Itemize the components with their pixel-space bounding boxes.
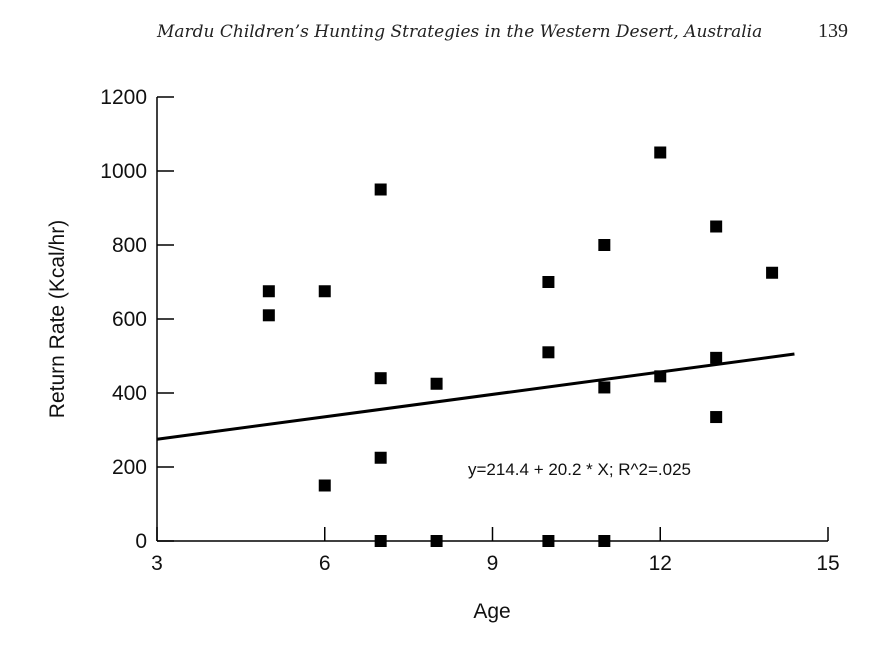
data-point: [598, 535, 611, 547]
data-point: [542, 535, 555, 547]
data-point: [710, 351, 723, 364]
data-point: [710, 411, 723, 424]
data-point: [262, 285, 275, 298]
data-point: [374, 183, 387, 196]
data-point: [430, 377, 443, 390]
data-point: [318, 285, 331, 298]
x-tick-label: 6: [319, 552, 331, 575]
page-header: Mardu Children’s Hunting Strategies in t…: [0, 20, 880, 50]
data-point: [654, 146, 667, 159]
y-tick-label: 0: [135, 530, 147, 553]
data-point: [542, 276, 555, 288]
regression-line: [156, 352, 795, 441]
data-point: [374, 535, 387, 547]
y-tick-label: 1000: [100, 160, 147, 183]
data-point: [766, 266, 779, 279]
axes: [156, 96, 829, 542]
data-point: [374, 372, 387, 385]
tick-labels: 0 200 400 600 800 1000 1200 3 6 9 12 15: [100, 86, 839, 575]
data-point: [542, 346, 555, 359]
regression-equation: y=214.4 + 20.2 * X; R^2=.025: [468, 460, 691, 479]
x-tick-label: 12: [649, 552, 672, 575]
y-tick-label: 200: [112, 456, 147, 479]
data-points: [262, 146, 779, 547]
running-title: Mardu Children’s Hunting Strategies in t…: [157, 22, 763, 42]
y-tick-label: 600: [112, 308, 147, 331]
data-point: [318, 479, 331, 492]
x-tick-label: 9: [487, 552, 499, 575]
data-point: [430, 535, 443, 547]
x-tick-label: 3: [151, 552, 163, 575]
y-tick-label: 1200: [100, 86, 147, 109]
x-tick-label: 15: [816, 552, 839, 575]
x-axis-title: Age: [473, 600, 510, 623]
y-tick-label: 400: [112, 382, 147, 405]
y-axis-title: Return Rate (Kcal/hr): [46, 220, 69, 418]
data-point: [598, 381, 611, 394]
page-number: 139: [818, 20, 848, 42]
data-point: [262, 309, 275, 322]
data-point: [598, 239, 611, 251]
y-tick-label: 800: [112, 234, 147, 257]
data-point: [374, 451, 387, 464]
data-point: [710, 220, 723, 233]
